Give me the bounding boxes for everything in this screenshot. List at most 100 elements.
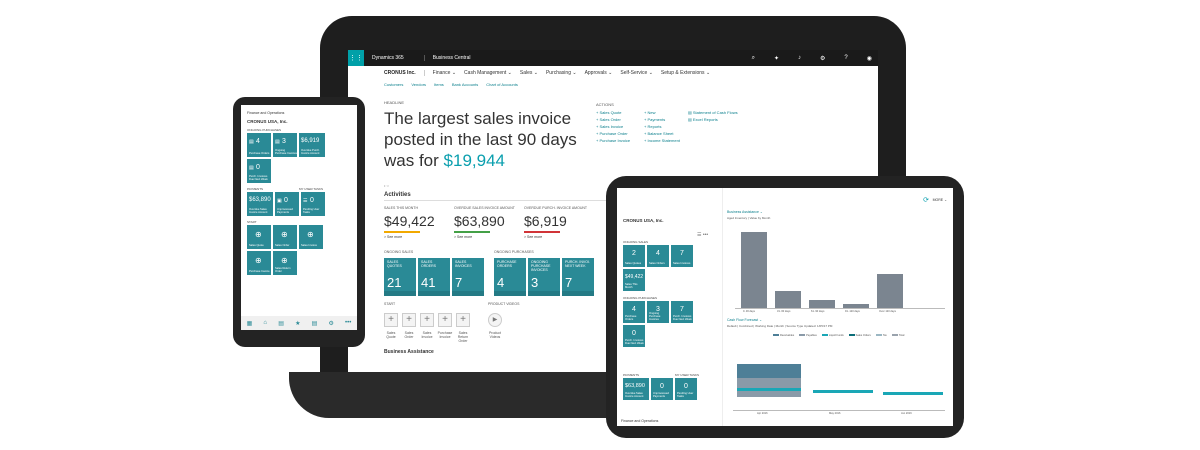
play-icon[interactable]: ▶ — [488, 313, 502, 327]
tablet-company[interactable]: CRONUS USA, Inc. — [623, 218, 664, 223]
nav-finance[interactable]: Finance ⌄ — [432, 70, 457, 76]
start-purchase-invoice[interactable]: Purchase Invoice — [437, 331, 453, 339]
action-payments[interactable]: Payments — [644, 116, 680, 123]
product-videos-link[interactable]: Product Videos — [488, 331, 502, 339]
phone-start-sales-invoice[interactable]: ⊕ Sales Invoice — [299, 225, 323, 249]
tile-purchase-orders[interactable]: PURCHASE ORDERS 4 — [494, 258, 526, 296]
chart1-bar[interactable] — [843, 304, 869, 308]
legend-entry[interactable]: Sales Orders — [848, 334, 871, 337]
tablet-tile-unprocessed-payments[interactable]: 0 Unprocessed Payments — [651, 378, 673, 400]
action-excel-reports[interactable]: Excel Reports — [688, 116, 738, 123]
chart2-bar[interactable] — [737, 391, 801, 397]
phone-tile-purchase-orders[interactable]: ▤ 4 Purchase Orders — [247, 133, 271, 157]
start-sales-order[interactable]: Sales Order — [404, 331, 414, 339]
action-balance-sheet[interactable]: Balance Sheet — [644, 130, 680, 137]
settings-icon[interactable]: ⚙ — [328, 320, 334, 327]
phone-tile-overdue-purch[interactable]: $6,919 Overdue Purch. Invoice Amount — [299, 133, 325, 157]
start-sales-return-order[interactable]: Sales Return Order — [457, 331, 469, 343]
phone-tile-pending-tasks[interactable]: ☰ 0 Pending User Tasks — [301, 192, 325, 216]
legend-entry[interactable]: Tax — [875, 334, 887, 337]
document-icon[interactable]: ▤ — [278, 320, 284, 327]
phone-start-sales-quote[interactable]: ⊕ Sales Quote — [247, 225, 271, 249]
nav-setup-extensions[interactable]: Setup & Extensions ⌄ — [660, 70, 711, 76]
tile-sales-quotes[interactable]: SALES QUOTES 21 — [384, 258, 416, 296]
tablet-tile-purch-due-next-week[interactable]: 0 Purch. Invoices Due Next Week — [623, 325, 645, 347]
kpi-see-more[interactable]: > See more — [454, 235, 473, 239]
bulb-icon[interactable]: ✦ — [773, 55, 780, 62]
chart1-bar[interactable] — [877, 273, 903, 308]
action-income-statement[interactable]: Income Statement — [644, 137, 679, 144]
nav-self-service[interactable]: Self-Service ⌄ — [620, 70, 653, 76]
legend-entry[interactable]: Payables — [799, 334, 817, 337]
phone-company[interactable]: CRONUS USA, Inc. — [247, 119, 288, 124]
plus-icon[interactable]: + — [420, 313, 434, 327]
list-view-icon[interactable]: ☰ ••• — [697, 232, 709, 238]
tablet-tile-overdue-sales[interactable]: $63,890 Overdue Sales Invoice Amount — [623, 378, 649, 400]
link-bank-accounts[interactable]: Bank Accounts — [451, 82, 479, 87]
chart2-bar[interactable] — [737, 364, 801, 378]
action-cash-flows[interactable]: Statement of Cash Flows — [688, 109, 738, 116]
plus-icon[interactable]: + — [456, 313, 470, 327]
plus-icon[interactable]: + — [402, 313, 416, 327]
headline-amount[interactable]: $19,944 — [443, 151, 505, 170]
star-icon[interactable]: ★ — [295, 320, 301, 327]
link-vendors[interactable]: Vendors — [411, 82, 427, 87]
waffle-icon[interactable]: ⋮⋮ — [348, 50, 364, 66]
tablet-tile-purch-next-week[interactable]: 7 Purch. Invoices Due Next Week — [671, 301, 693, 323]
kpi-see-more[interactable]: > See more — [384, 235, 403, 239]
tablet-tile-sales-orders[interactable]: 4 Sales Orders — [647, 245, 669, 267]
kpi-overdue-purch[interactable]: OVERDUE PURCH. INVOICE AMOUNT $6,919 > S… — [524, 206, 587, 239]
phone-tile-ongoing-purchase-invoices[interactable]: ▤ 3 Ongoing Purchase Invoices — [273, 133, 297, 157]
tile-sales-orders[interactable]: SALES ORDERS 41 — [418, 258, 450, 296]
start-sales-quote[interactable]: Sales Quote — [386, 331, 396, 339]
action-sales-invoice[interactable]: Sales Invoice — [596, 123, 630, 130]
carousel-dots[interactable]: • ○ — [384, 183, 389, 188]
chart2-title[interactable]: Cash Flow Forecast ⌄ — [727, 318, 763, 322]
chart2-bar[interactable] — [737, 388, 801, 391]
action-reports[interactable]: Reports — [644, 123, 680, 130]
plus-icon[interactable]: + — [438, 313, 452, 327]
tablet-tile-sales-quotes[interactable]: 2 Sales Quotes — [623, 245, 645, 267]
chart2-bar[interactable] — [737, 378, 801, 388]
kpi-sales-this-month[interactable]: SALES THIS MONTH $49,422 > See more — [384, 206, 435, 239]
plus-icon[interactable]: + — [384, 313, 398, 327]
phone-start-sales-return-order[interactable]: ⊕ Sales Return Order — [273, 251, 297, 275]
refresh-icon[interactable]: ⟳ — [923, 197, 929, 204]
more-menu[interactable]: MORE ⌄ — [932, 198, 947, 202]
tablet-tile-purchase-orders[interactable]: 4 Purchase Orders — [623, 301, 645, 323]
phone-tile-purch-due-next-week[interactable]: ▤ 0 Purch. Invoices Due Next Week — [247, 159, 271, 183]
report-icon[interactable]: ▤ — [311, 320, 318, 327]
search-icon[interactable]: ⌕ — [751, 54, 755, 61]
kpi-see-more[interactable]: > See more — [524, 235, 543, 239]
start-sales-invoice[interactable]: Sales Invoice — [421, 331, 433, 339]
tile-purch-invoices-next-week[interactable]: PURCH. INVOI. NEXT WEEK 7 — [562, 258, 594, 296]
phone-tile-overdue-sales[interactable]: $63,890 Overdue Sales Invoice Amount — [247, 192, 273, 216]
app-name[interactable]: Dynamics 365 — [372, 55, 404, 61]
tile-ongoing-purchase-invoices[interactable]: ONGOING PURCHASE INVOICES 3 — [528, 258, 560, 296]
action-sales-order[interactable]: Sales Order — [596, 116, 630, 123]
user-icon[interactable]: ◉ — [866, 55, 872, 62]
bell-icon[interactable]: ♪ — [798, 54, 802, 61]
gear-icon[interactable]: ⚙ — [820, 55, 826, 62]
action-sales-quote[interactable]: Sales Quote — [596, 109, 630, 116]
more-icon[interactable]: ••• — [345, 320, 352, 326]
legend-entry[interactable]: Total — [891, 334, 904, 337]
nav-purchasing[interactable]: Purchasing ⌄ — [545, 70, 577, 76]
chart1-bar[interactable] — [741, 231, 767, 308]
nav-cash-management[interactable]: Cash Management ⌄ — [464, 70, 512, 76]
chart2-bar[interactable] — [813, 390, 873, 393]
tablet-tile-ongoing-purchase-invoices[interactable]: 3 Ongoing Purchase Invoices — [647, 301, 669, 323]
link-chart-of-accounts[interactable]: Chart of Accounts — [486, 82, 518, 87]
legend-entry[interactable]: Liquid Funds — [821, 334, 844, 337]
product-name[interactable]: Business Central — [423, 55, 470, 61]
tile-sales-invoices[interactable]: SALES INVOICES 7 — [452, 258, 484, 296]
help-icon[interactable]: ? — [844, 54, 848, 61]
legend-entry[interactable]: Receivables — [773, 334, 794, 337]
phone-start-sales-order[interactable]: ⊕ Sales Order — [273, 225, 297, 249]
chart1-bar[interactable] — [775, 291, 801, 308]
nav-approvals[interactable]: Approvals ⌄ — [584, 70, 613, 76]
link-items[interactable]: Items — [434, 82, 444, 87]
home-icon[interactable]: ⌂ — [263, 320, 268, 326]
action-purchase-invoice[interactable]: Purchase Invoice — [596, 137, 630, 144]
tablet-tile-sales-this-month[interactable]: $49,422 Sales This Month — [623, 269, 645, 291]
